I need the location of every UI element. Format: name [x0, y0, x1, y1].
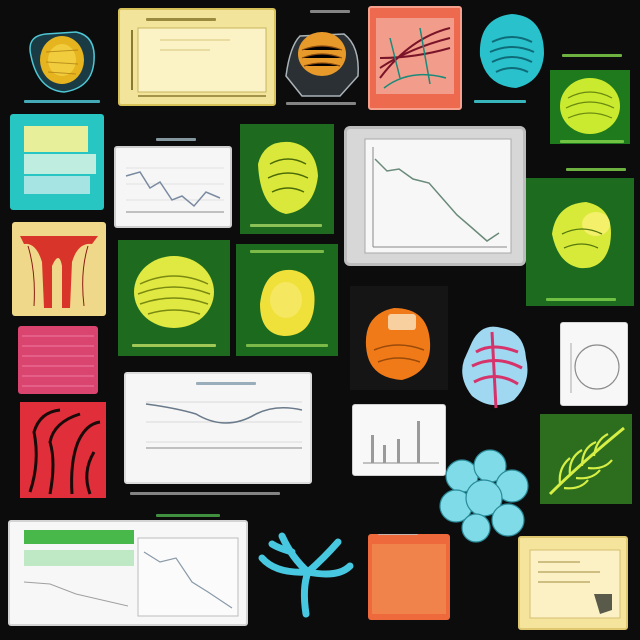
caption-text: [566, 168, 626, 171]
bar-chart-icon: [363, 421, 439, 464]
white-bar-chart-card: [352, 404, 446, 476]
anatomy-icon: [376, 18, 454, 94]
anatomy-icon: [20, 236, 98, 308]
texture-icon: [22, 335, 94, 387]
specimen-icon: [258, 141, 318, 214]
specimen-icon: [365, 308, 431, 380]
orange-texture-card: [368, 534, 450, 620]
magenta-cyan-coral-tile: [452, 312, 536, 420]
caption-text: [250, 250, 324, 253]
document-header: [24, 126, 88, 152]
document-body: [24, 154, 96, 174]
caption-text: [286, 102, 356, 105]
caption-text: [132, 344, 216, 347]
green-specimen-right-card: [526, 164, 634, 310]
caption-text: [378, 534, 418, 535]
cream-chart-card: [118, 8, 276, 106]
cyan-coral-tile: [432, 440, 538, 550]
branches-icon: [28, 408, 101, 495]
white-wave-chart-card: [124, 372, 312, 484]
shell-icon: [479, 14, 544, 88]
specimen-icon: [260, 269, 315, 336]
document-body: [24, 176, 90, 194]
teal-shell-tile: [470, 6, 552, 108]
green-blob-card: [236, 244, 338, 356]
orange-specimen-tile: [350, 286, 448, 390]
yellow-specimen-dark-tile: [16, 16, 108, 108]
specimen-icon: [285, 32, 359, 97]
gray-line-chart-card: [114, 146, 232, 228]
document-icon: [529, 549, 621, 619]
cyan-branch-tile: [252, 518, 360, 622]
teal-document-card: [10, 114, 104, 210]
circle-chart-icon: [570, 343, 620, 393]
caption-text: [474, 100, 526, 103]
chart-title: [196, 382, 256, 385]
caption-text: [310, 10, 350, 13]
line-chart-icon: [364, 138, 512, 254]
pink-texture-card: [18, 326, 98, 394]
green-brain-card: [118, 240, 230, 356]
branch-icon: [258, 532, 354, 618]
specimen-icon: [29, 31, 95, 93]
lime-specimen-green-tile: [548, 54, 632, 152]
document-body: [24, 550, 134, 566]
coral-icon: [462, 326, 528, 409]
lime-fern-card: [540, 414, 632, 504]
coral-icon: [439, 449, 529, 543]
coral-anatomy-card: [368, 6, 462, 110]
cream-red-arches-card: [12, 222, 106, 316]
line-chart-icon: [23, 537, 239, 617]
line-chart-icon: [125, 167, 224, 213]
chart-title: [146, 18, 216, 21]
caption-text: [560, 140, 624, 143]
red-branches-tile: [20, 402, 106, 498]
white-green-document-card: [8, 520, 248, 626]
specimen-icon: [550, 70, 630, 144]
brain-icon: [134, 256, 214, 328]
document-header: [24, 530, 134, 544]
line-chart-icon: [131, 27, 267, 97]
caption-text: [24, 100, 100, 103]
texture-icon: [372, 544, 446, 614]
caption-text: [546, 298, 616, 301]
specimen-icon: [526, 178, 634, 306]
line-chart-icon: [145, 401, 303, 449]
fern-icon: [548, 426, 625, 496]
orange-specimen-hands-tile: [280, 6, 364, 110]
caption-text: [250, 224, 322, 227]
white-circle-card: [560, 322, 628, 406]
green-specimen-card: [240, 124, 334, 234]
caption-text: [562, 54, 622, 57]
caption-text: [246, 344, 328, 347]
gray-monitor-chart: [344, 126, 526, 266]
caption-text: [156, 514, 220, 517]
caption-text: [130, 492, 280, 495]
cream-document-card: [518, 536, 628, 630]
chart-title: [156, 138, 196, 141]
